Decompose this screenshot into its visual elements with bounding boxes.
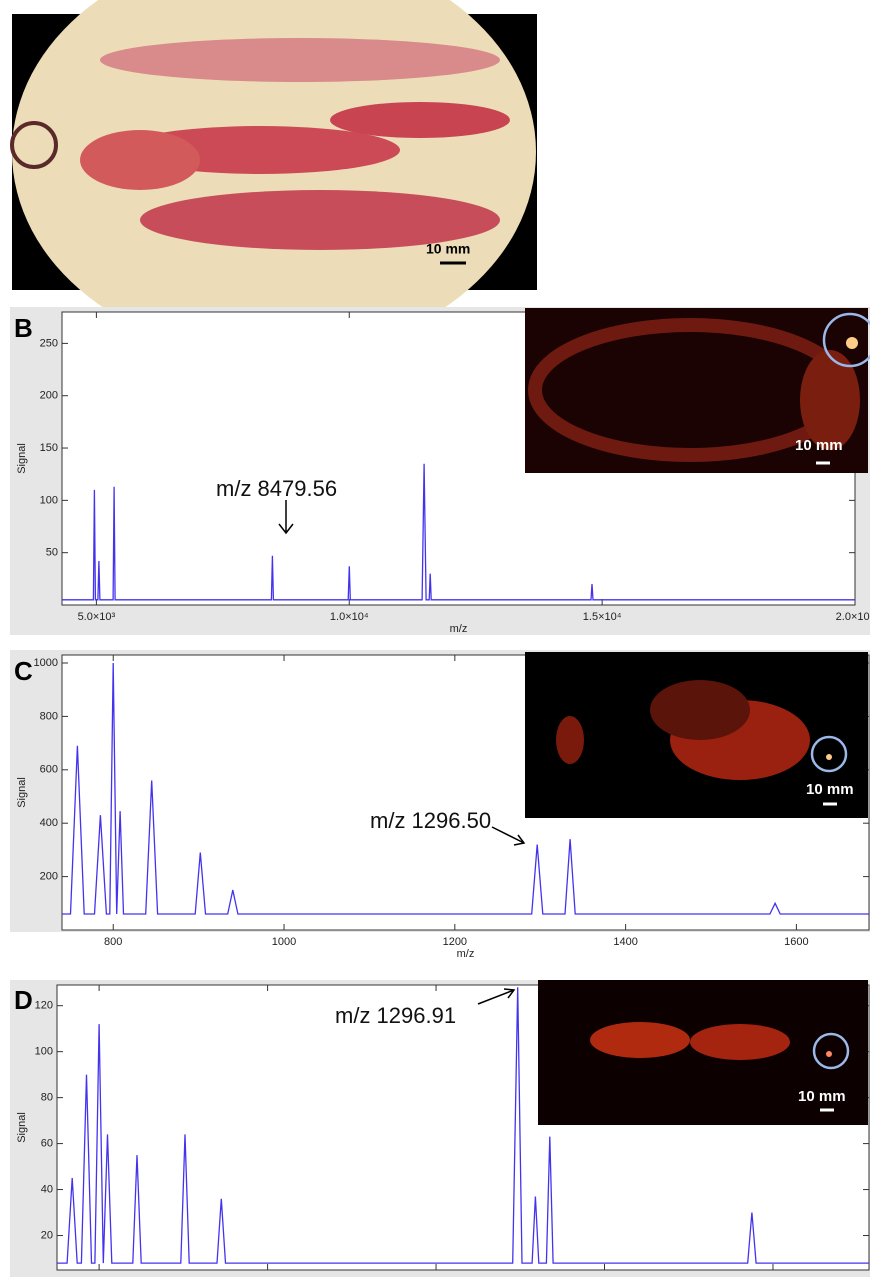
peak-annotation: m/z 8479.56	[216, 476, 337, 501]
x-tick-label: 1400	[592, 1276, 616, 1277]
x-tick-label: 2.0×10⁴	[836, 611, 870, 623]
y-axis-label: Signal	[16, 777, 28, 808]
inset-scale-label: 10 mm	[795, 437, 843, 454]
panel-label: D	[14, 985, 33, 1015]
y-tick-label: 250	[40, 337, 58, 349]
x-tick-label: 1000	[272, 936, 296, 948]
y-axis-label: Signal	[16, 443, 28, 474]
x-tick-label: 1600	[784, 936, 808, 948]
annotation-arrow	[477, 988, 516, 1005]
y-axis-label: Signal	[16, 1112, 28, 1143]
y-tick-label: 40	[41, 1183, 53, 1195]
y-tick-label: 800	[40, 710, 58, 722]
inset-scale-label: 10 mm	[806, 781, 854, 798]
x-axis-label: m/z	[457, 948, 475, 960]
panel-label: B	[14, 313, 33, 343]
y-tick-label: 50	[46, 547, 58, 559]
annotation-arrow	[491, 826, 526, 846]
scale-bar-label: 10 mm	[426, 241, 470, 257]
x-tick-label: 1200	[424, 1276, 448, 1277]
y-tick-label: 120	[35, 1000, 53, 1012]
spectrum-line	[57, 987, 869, 1264]
y-tick-label: 400	[40, 817, 58, 829]
y-tick-label: 60	[41, 1137, 53, 1149]
y-tick-label: 200	[40, 390, 58, 402]
y-tick-label: 200	[40, 871, 58, 883]
annotation-arrow	[278, 500, 294, 535]
panel-label: A	[18, 17, 37, 47]
y-tick-label: 600	[40, 764, 58, 776]
y-tick-label: 100	[40, 494, 58, 506]
inset-image	[525, 308, 870, 473]
y-tick-label: 80	[41, 1092, 53, 1104]
y-tick-label: 150	[40, 442, 58, 454]
panel-label: C	[14, 656, 33, 686]
x-tick-label: 5.0×10³	[78, 611, 116, 623]
inset-image	[538, 980, 868, 1125]
x-tick-label: 800	[104, 936, 122, 948]
peak-annotation: m/z 1296.50	[370, 808, 491, 833]
inset-image	[525, 652, 868, 818]
x-tick-label: 1.0×10⁴	[330, 611, 369, 623]
x-tick-label: 1400	[613, 936, 637, 948]
x-axis-label: m/z	[450, 623, 468, 635]
spectrum-line	[62, 463, 855, 601]
spectrum-line	[62, 662, 869, 915]
y-tick-label: 100	[35, 1046, 53, 1058]
x-tick-label: 800	[90, 1276, 108, 1277]
inset-scale-label: 10 mm	[798, 1088, 846, 1105]
x-tick-label: 1200	[443, 936, 467, 948]
peak-annotation: m/z 1296.91	[335, 1003, 456, 1028]
y-tick-label: 1000	[34, 657, 58, 669]
x-tick-label: 1.5×10⁴	[583, 611, 622, 623]
histology-image	[10, 0, 537, 357]
x-tick-label: 1000	[255, 1276, 279, 1277]
y-tick-label: 20	[41, 1229, 53, 1241]
x-tick-label: 1600	[761, 1276, 785, 1277]
